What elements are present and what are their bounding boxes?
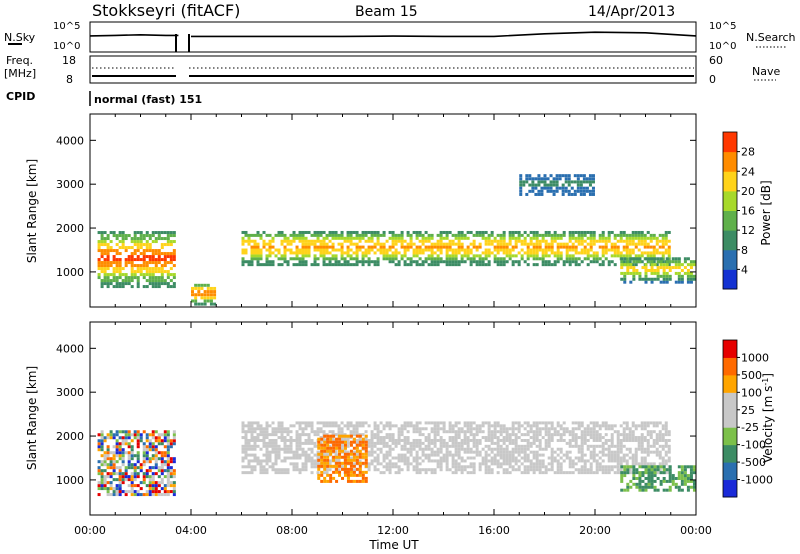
power-colorbar-cell <box>723 210 737 231</box>
x-tick-label: 16:00 <box>478 524 510 537</box>
velocity-colorbar-label: Velocity [m s-1] <box>761 373 775 463</box>
velocity-colorbar-tick: -500 <box>741 456 766 469</box>
x-tick-label: 20:00 <box>579 524 611 537</box>
nsky-series-line <box>89 31 697 38</box>
velocity-region <box>241 421 671 475</box>
velocity-colorbar-tick: -1000 <box>741 474 773 487</box>
data-gap <box>179 323 191 514</box>
velocity-colorbar-cell <box>723 409 737 428</box>
time-axis: 00:00 04:00 08:00 12:00 16:00 20:00 00:00 <box>74 114 712 537</box>
power-panel: 1000 2000 3000 4000 Slant Range [km] 4 8 12 16… <box>25 113 773 308</box>
power-colorbar-tick: 24 <box>741 165 755 178</box>
power-region <box>191 283 217 306</box>
velocity-colorbar-cell <box>723 427 737 446</box>
velocity-colorbar-cell <box>723 340 737 358</box>
power-colorbar-tick: 20 <box>741 185 755 198</box>
velocity-panel: 1000 2000 3000 4000 Slant Range [km] 1000 50… <box>25 321 775 516</box>
power-colorbar-tick: 4 <box>741 263 748 276</box>
velocity-region <box>97 430 176 497</box>
freq-unit: [MHz] <box>4 67 36 80</box>
nsky-tick-bottom: 10^0 <box>53 41 80 52</box>
nave-tick-bottom: 0 <box>709 73 716 86</box>
power-colorbar-label: Power [dB] <box>759 180 773 245</box>
velocity-colorbar-tick: -25 <box>741 421 759 434</box>
velocity-colorbar-cell <box>723 444 737 463</box>
power-ytick-3000: 3000 <box>56 178 84 191</box>
power-region <box>620 257 696 284</box>
power-colorbar-cell <box>723 269 737 290</box>
power-region <box>241 230 671 267</box>
nsearch-label: N.Search <box>746 31 796 44</box>
power-colorbar-cell <box>723 190 737 211</box>
power-colorbar-cell <box>723 230 737 251</box>
power-region <box>97 231 176 289</box>
power-colorbar-cell <box>723 171 737 192</box>
x-tick-label: 08:00 <box>276 524 308 537</box>
velocity-colorbar-cell <box>723 462 737 481</box>
beam-title: Beam 15 <box>355 4 418 20</box>
x-tick-label: 12:00 <box>377 524 409 537</box>
power-colorbar-tick: 12 <box>741 224 755 237</box>
velocity-ytick-3000: 3000 <box>56 386 84 399</box>
power-ylabel: Slant Range [km] <box>25 159 39 263</box>
date-title: 14/Apr/2013 <box>588 4 675 20</box>
velocity-colorbar-tick: 25 <box>741 404 755 417</box>
station-title: Stokkseyri (fitACF) <box>92 1 240 20</box>
velocity-region <box>620 465 696 492</box>
power-colorbar-cell <box>723 249 737 270</box>
cpid-label: CPID <box>6 90 35 103</box>
data-gap <box>179 115 191 306</box>
x-tick-label: 04:00 <box>175 524 207 537</box>
freq-tick-top: 18 <box>62 54 76 67</box>
velocity-colorbar-cell <box>723 357 737 376</box>
power-ytick-1000: 1000 <box>56 266 84 279</box>
velocity-ytick-4000: 4000 <box>56 342 84 355</box>
velocity-ytick-1000: 1000 <box>56 474 84 487</box>
velocity-region <box>317 434 368 483</box>
power-colorbar-cell <box>723 151 737 172</box>
nsearch-tick-bottom: 10^0 <box>709 41 736 52</box>
velocity-colorbar-cell <box>723 374 737 393</box>
velocity-colorbar-tick: 500 <box>741 369 762 382</box>
cpid-value: normal (fast) 151 <box>94 93 202 106</box>
nave-label: Nave <box>752 65 780 78</box>
power-colorbar-cell <box>723 132 737 153</box>
velocity-colorbar-tick: -100 <box>741 439 766 452</box>
velocity-ytick-2000: 2000 <box>56 430 84 443</box>
power-colorbar-tick: 16 <box>741 205 755 218</box>
nave-tick-top: 60 <box>709 54 723 67</box>
power-ytick-4000: 4000 <box>56 134 84 147</box>
power-region <box>519 174 595 196</box>
power-ytick-2000: 2000 <box>56 222 84 235</box>
velocity-ylabel: Slant Range [km] <box>25 366 39 470</box>
x-axis-label: Time UT <box>368 538 419 552</box>
freq-tick-bottom: 8 <box>66 73 73 86</box>
nsky-tick-top: 10^5 <box>53 21 80 32</box>
x-tick-label: 00:00 <box>74 524 106 537</box>
power-colorbar-tick: 8 <box>741 244 748 257</box>
power-colorbar-tick: 28 <box>741 146 755 159</box>
velocity-colorbar-cell <box>723 392 737 411</box>
nsky-panel: N.Sky 10^5 10^0 10^5 10^0 N.Search <box>4 21 796 53</box>
velocity-colorbar-tick: 100 <box>741 386 762 399</box>
freq-label: Freq. <box>6 54 33 67</box>
x-tick-label: 00:00 <box>680 524 712 537</box>
nsearch-tick-top: 10^5 <box>709 21 736 32</box>
velocity-colorbar-tick: 1000 <box>741 351 769 364</box>
velocity-colorbar-cell <box>723 479 737 498</box>
freq-panel: Freq. [MHz] 18 8 60 0 Nave <box>4 54 780 86</box>
nsky-label: N.Sky <box>4 31 36 44</box>
